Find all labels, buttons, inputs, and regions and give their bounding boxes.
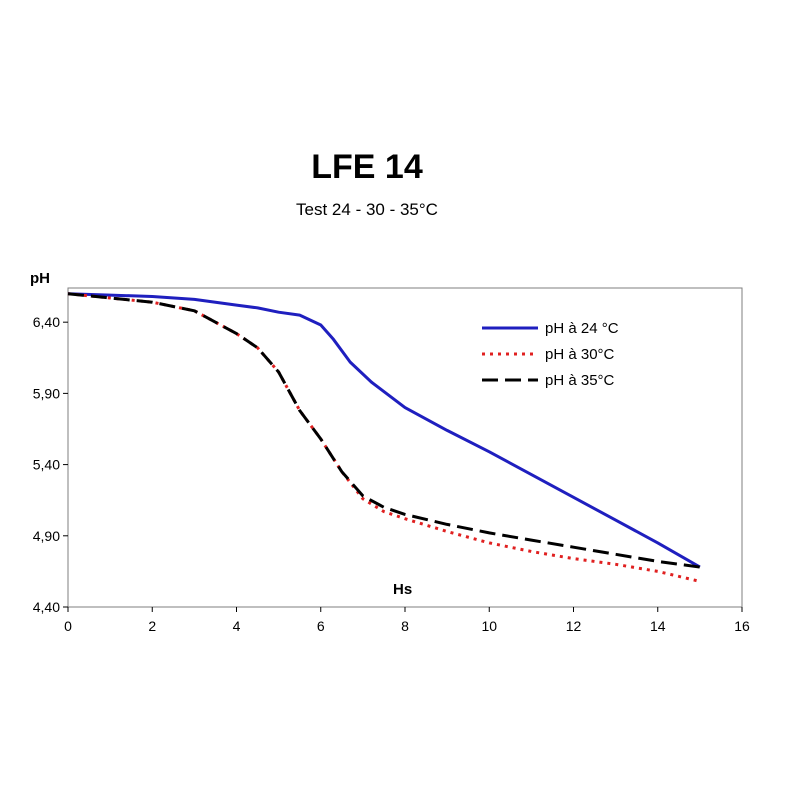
plot-area	[67, 287, 743, 608]
y-axis-title: pH	[30, 270, 50, 287]
legend-label: pH à 24 °C	[545, 320, 619, 337]
y-tick-label: 5,40	[33, 457, 60, 473]
x-tick-label: 16	[734, 618, 750, 634]
x-axis-title: Hs	[393, 581, 412, 598]
x-tick-label: 10	[481, 618, 497, 634]
x-tick-label: 4	[233, 618, 241, 634]
legend-label: pH à 35°C	[545, 372, 615, 389]
axes: 0 2 4 6 8 10 12 14 16 4,40 4,90 5,40 5,90 6,40	[33, 314, 750, 634]
y-tick-label: 4,40	[33, 599, 60, 615]
x-tick-label: 8	[401, 618, 409, 634]
x-tick-label: 0	[64, 618, 72, 634]
y-tick-label: 4,90	[33, 528, 60, 544]
y-tick-label: 6,40	[33, 314, 60, 330]
chart-title: LFE 14	[311, 148, 423, 186]
series-layer	[67, 292, 701, 583]
y-tick-label: 5,90	[33, 385, 60, 401]
legend: pH à 24 °C pH à 30°C pH à 35°C	[482, 320, 619, 389]
chart-subtitle: Test 24 - 30 - 35°C	[296, 200, 438, 219]
x-tick-label: 2	[148, 618, 156, 634]
legend-label: pH à 30°C	[545, 346, 615, 363]
x-tick-label: 14	[650, 618, 666, 634]
x-tick-label: 6	[317, 618, 325, 634]
series-line-ph-24-c	[67, 292, 701, 569]
x-tick-label: 12	[566, 618, 582, 634]
